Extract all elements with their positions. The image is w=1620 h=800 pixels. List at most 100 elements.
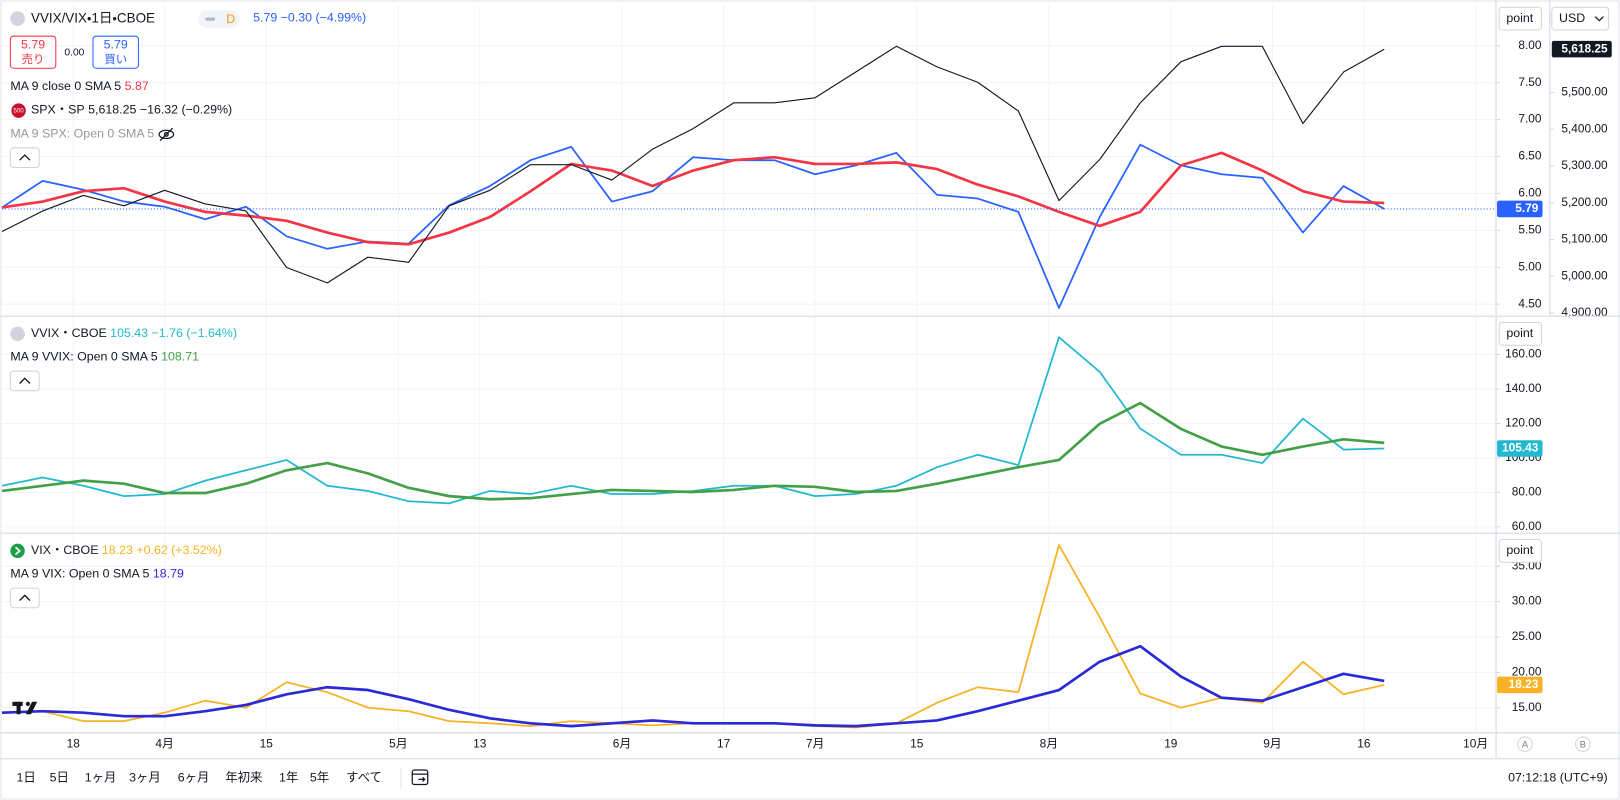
y2-tick-label: 5,500.00	[1561, 85, 1608, 99]
change-pct: (+3.52%)	[171, 543, 222, 557]
x-tick-label: 13	[473, 736, 487, 750]
x-tick-label: 18	[67, 736, 81, 750]
y2-tick-label: 5,200.00	[1561, 195, 1608, 209]
scale-button[interactable]	[1498, 539, 1542, 563]
y-tick-label: 6.50	[1518, 149, 1542, 163]
sell-price: 5.79	[21, 38, 45, 52]
change: −16.32	[140, 103, 178, 117]
price-label: 5,618.25	[1561, 41, 1608, 55]
y-tick-label: 140.00	[1505, 381, 1542, 395]
axis-toggle[interactable]	[1575, 736, 1591, 752]
y-tick-label: 7.50	[1518, 75, 1542, 89]
legend-values: 5.79 −0.30 (−4.99%)	[253, 11, 366, 25]
x-tick-label: 6月	[613, 736, 631, 750]
legend: VVIX/VIX・1日・CBOE D 5.79 −0.30 (−4.99%) 5…	[9, 10, 366, 168]
axis-toggle-text: B	[1580, 740, 1586, 750]
symbol-name: VIX・CBOE	[31, 543, 98, 557]
scale-button-text: point	[1506, 11, 1533, 25]
currency-button[interactable]	[1551, 6, 1610, 31]
indicator-value: 18.79	[153, 567, 184, 581]
last-value: 105.43	[110, 326, 148, 340]
axis-toggle-text: A	[1522, 740, 1529, 750]
scale-button[interactable]	[1498, 6, 1542, 31]
range-button[interactable]: すべて	[346, 771, 382, 785]
range-button[interactable]: 6ヶ月	[178, 771, 210, 785]
range-button[interactable]: 5年	[310, 771, 329, 785]
symbol-icon-arrow	[14, 546, 21, 556]
interval-badge[interactable]	[198, 10, 240, 28]
price-label: 105.43	[1502, 441, 1539, 455]
eye-off-icon[interactable]	[158, 127, 175, 142]
y-tick-label: 5.00	[1518, 259, 1542, 273]
legend: VIX・CBOE 18.23 +0.62 (+3.52%) MA 9 VIX: …	[9, 543, 222, 715]
price-label-box	[1497, 676, 1543, 694]
legend: VVIX・CBOE 105.43 −1.76 (−1.64%) MA 9 VVI…	[9, 326, 237, 392]
indicator-value: 5.87	[125, 79, 149, 93]
y-tick-label: 120.00	[1505, 416, 1542, 430]
y2-tick-label: 5,400.00	[1561, 121, 1608, 135]
tv-logo	[12, 701, 38, 715]
last-value: 5,618.25	[88, 103, 136, 117]
collapse-button[interactable]	[9, 147, 40, 168]
y-tick-label: 60.00	[1512, 519, 1542, 533]
y-tick-label: 15.00	[1512, 700, 1542, 714]
range-button[interactable]: 1日	[17, 771, 36, 785]
panel	[1, 317, 1497, 533]
symbol-icon	[10, 543, 25, 559]
range-button[interactable]: 5日	[50, 771, 69, 785]
y2-tick-label: 5,100.00	[1561, 232, 1608, 246]
caret	[19, 377, 31, 384]
y-tick-label: 4.50	[1518, 296, 1542, 310]
change-pct: (−4.99%)	[316, 11, 367, 25]
price-label: 18.23	[1509, 677, 1539, 691]
y-tick-label: 6.00	[1518, 186, 1542, 200]
x-tick-label: 15	[260, 736, 274, 750]
x-tick-label: 17	[717, 736, 730, 750]
series-line	[1, 151, 1385, 246]
symbol-name: SPX・SP	[31, 103, 85, 117]
last-value: 18.23	[102, 543, 133, 557]
collapse-button[interactable]	[9, 370, 40, 392]
legend-row: VVIX/VIX・1日・CBOE	[31, 10, 155, 25]
change: −0.30	[281, 11, 312, 25]
x-tick-label: 5月	[389, 736, 407, 750]
series-line	[1, 143, 1385, 309]
scale-button-text: point	[1506, 543, 1533, 557]
scale-button[interactable]	[1498, 321, 1542, 346]
legend-row: MA 9 VVIX: Open 0 SMA 5 108.71	[10, 350, 199, 364]
scale-button-text: point	[1506, 326, 1533, 340]
range-button[interactable]: 1年	[279, 771, 298, 785]
buy-button[interactable]	[92, 35, 139, 69]
change: +0.62	[136, 543, 167, 557]
sell-button[interactable]	[9, 35, 57, 69]
indicator-name: MA 9 VVIX: Open 0 SMA 5	[10, 350, 157, 364]
symbol-icon	[10, 326, 25, 342]
price-label-box	[1497, 440, 1543, 457]
clock: 07:12:18 (UTC+9)	[1508, 771, 1608, 785]
symbol-icon	[10, 11, 25, 26]
price-label-box	[1551, 40, 1612, 58]
range-button[interactable]: 3ヶ月	[129, 771, 161, 785]
spread: 0.00	[64, 47, 84, 58]
caret	[19, 594, 31, 601]
x-tick-label: 8月	[1040, 736, 1058, 750]
badge-dash	[205, 17, 215, 21]
panel	[2, 534, 1497, 732]
legend-row: VVIX・CBOE 105.43 −1.76 (−1.64%)	[31, 326, 237, 340]
goto-date-icon[interactable]	[411, 769, 429, 786]
legend-row: MA 9 VIX: Open 0 SMA 5 18.79	[10, 567, 184, 581]
spx-badge	[11, 103, 26, 118]
legend-row: MA 9 close 0 SMA 5 5.87	[10, 79, 149, 93]
axis-toggle[interactable]	[1517, 736, 1533, 752]
price-label-box	[1497, 200, 1543, 218]
legend-row: SPX・SP 5,618.25 −16.32 (−0.29%)	[31, 103, 232, 117]
collapse-button[interactable]	[9, 587, 40, 609]
indicator-name: MA 9 VIX: Open 0 SMA 5	[10, 567, 149, 581]
range-button[interactable]: 年初来	[225, 771, 262, 785]
indicator-name: MA 9 close 0 SMA 5	[10, 79, 121, 93]
hidden-indicator: MA 9 SPX: Open 0 SMA 5	[10, 127, 154, 141]
range-button[interactable]: 1ヶ月	[85, 771, 117, 785]
symbol-title: VVIX/VIX・1日・CBOE	[31, 10, 155, 25]
